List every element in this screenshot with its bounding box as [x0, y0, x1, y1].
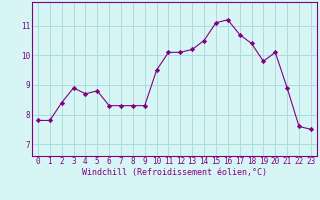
X-axis label: Windchill (Refroidissement éolien,°C): Windchill (Refroidissement éolien,°C) [82, 168, 267, 177]
